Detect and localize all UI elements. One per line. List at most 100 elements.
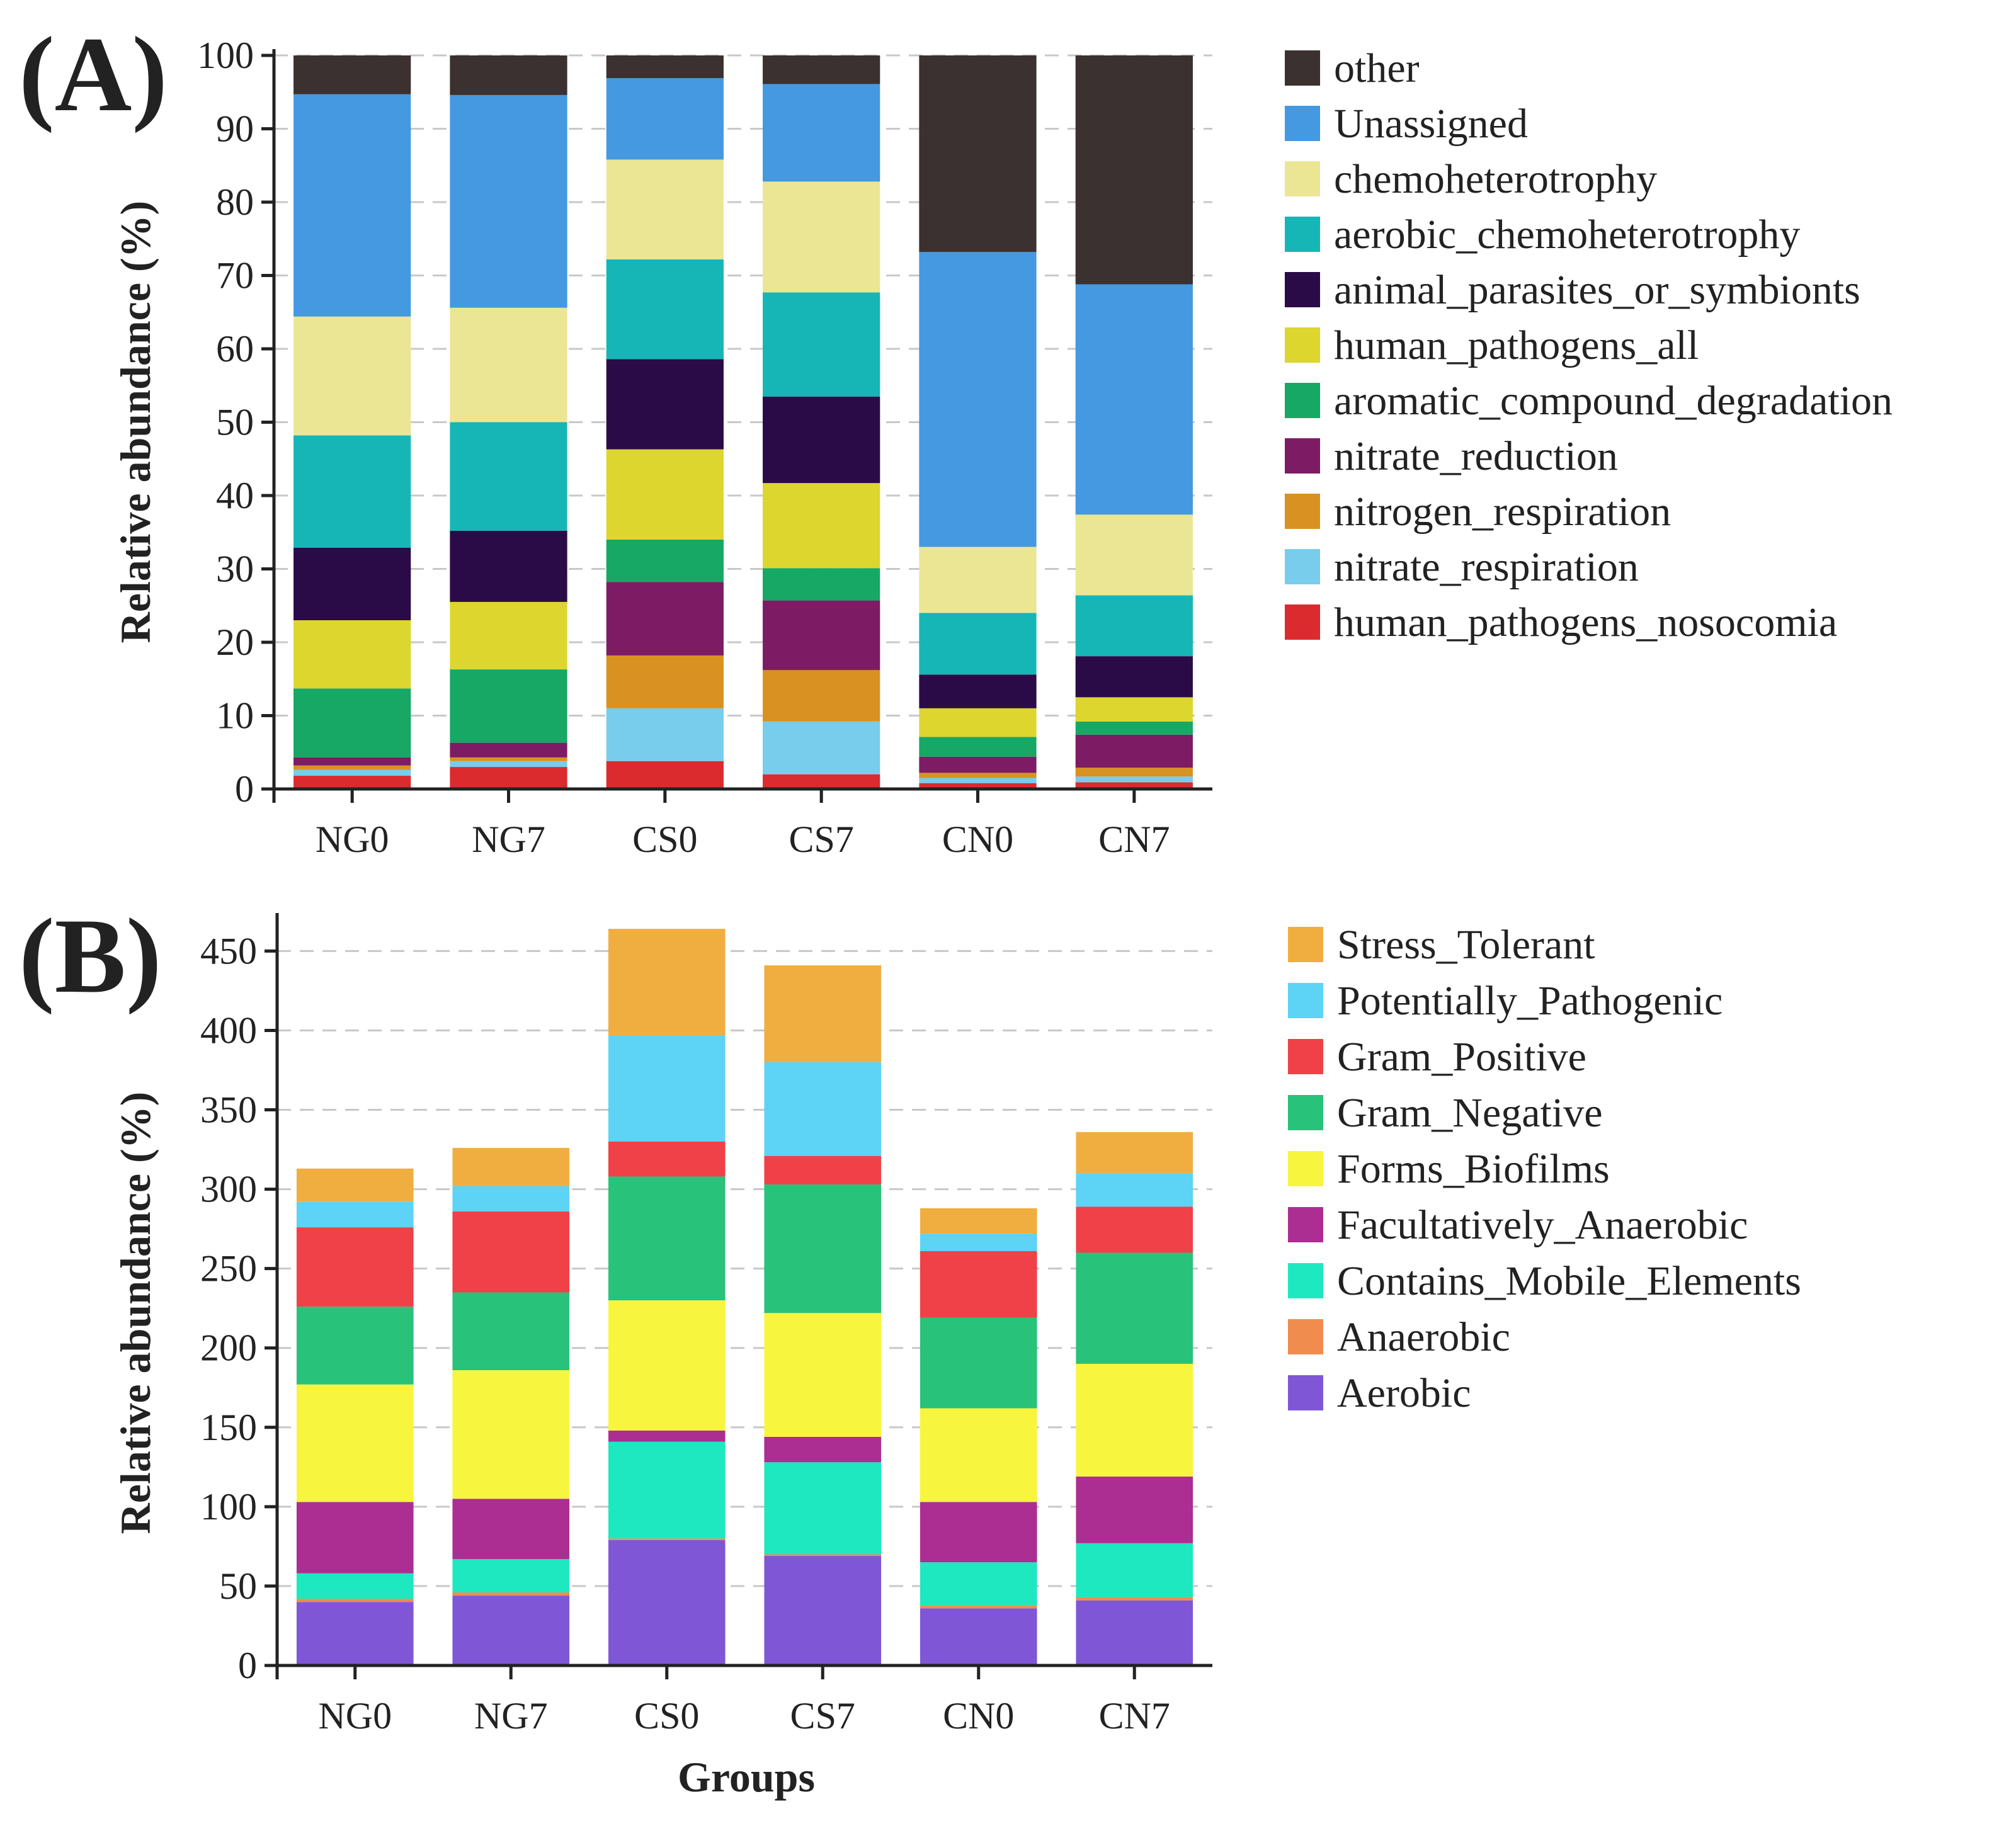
b-bar-segment-gram-negative — [1076, 1252, 1193, 1364]
a-legend-label: animal_parasites_or_symbionts — [1334, 267, 1860, 313]
a-bar-segment-human-pathogens-all — [919, 708, 1037, 737]
b-bar-segment-forms-biofilms — [1076, 1363, 1193, 1477]
a-bar-segment-human-pathogens-nosocomia — [293, 776, 411, 789]
b-bar-segment-gram-negative — [920, 1317, 1037, 1409]
b-legend-swatch — [1288, 1319, 1323, 1354]
panel-a-x-ticks: NG0 NG7 CS0 CS7 CN0 CN7 — [316, 789, 1170, 860]
a-bar-segment-nitrate-respiration — [1075, 776, 1193, 783]
a-bar-segment-human-pathogens-nosocomia — [1075, 782, 1193, 789]
a-bar-segment-chemoheterotrophy — [450, 307, 567, 423]
a-legend-swatch — [1285, 50, 1320, 86]
b-y-tick-label: 300 — [200, 1169, 257, 1210]
b-bar-segment-contains-mobile-elements — [296, 1573, 414, 1599]
a-bar-segment-nitrate-respiration — [919, 778, 1037, 783]
a-legend-item: Unassigned — [1285, 101, 1528, 147]
a-bar-segment-animal-parasites-or-symbionts — [763, 396, 880, 484]
a-y-tick-label: 40 — [216, 475, 254, 516]
b-legend-swatch — [1288, 983, 1323, 1018]
a-legend-swatch — [1285, 327, 1320, 363]
a-bar-segment-nitrate-reduction — [1075, 734, 1193, 768]
a-bar-segment-other — [450, 55, 567, 95]
a-y-tick-label: 30 — [216, 548, 254, 590]
a-bar-segment-nitrate-reduction — [763, 600, 880, 671]
b-y-tick-label: 50 — [219, 1565, 257, 1607]
a-legend-swatch — [1285, 106, 1320, 141]
b-bar-stack-cs0 — [608, 929, 726, 1665]
a-x-tick-label: CN0 — [942, 819, 1013, 860]
b-legend-label: Aerobic — [1337, 1370, 1471, 1416]
b-x-tick-label: CN7 — [1099, 1695, 1170, 1737]
b-legend-swatch — [1288, 1375, 1323, 1410]
a-bar-segment-unassigned — [450, 94, 567, 308]
panel-b-y-axis-title: Relative abundance (%) — [111, 1092, 159, 1535]
a-bar-segment-other — [293, 55, 411, 94]
b-bar-segment-potentially-pathogenic — [1076, 1173, 1193, 1207]
a-bar-stack-ng7 — [450, 55, 567, 789]
a-bar-segment-unassigned — [606, 78, 724, 160]
a-y-tick-label: 10 — [216, 695, 254, 737]
panel-b-legend: Stress_Tolerant Potentially_Pathogenic Gra… — [1288, 922, 1801, 1416]
a-y-tick-label: 50 — [216, 402, 254, 443]
a-bar-segment-aromatic-compound-degradation — [450, 669, 567, 743]
b-x-tick-label: CS7 — [790, 1695, 855, 1737]
a-legend-swatch — [1285, 217, 1320, 252]
b-bar-segment-stress-tolerant — [608, 929, 726, 1036]
a-bar-segment-aromatic-compound-degradation — [763, 568, 880, 601]
b-y-tick-label: 350 — [200, 1089, 257, 1131]
b-x-tick-label: CS0 — [634, 1695, 699, 1737]
a-legend-swatch — [1285, 494, 1320, 529]
b-legend-item: Forms_Biofilms — [1288, 1146, 1610, 1192]
a-bar-segment-chemoheterotrophy — [919, 547, 1037, 613]
b-bar-segment-aerobic — [1076, 1600, 1193, 1665]
panel-a-bars — [293, 55, 1193, 789]
a-bar-stack-ng0 — [293, 55, 411, 789]
a-bar-stack-cn7 — [1075, 55, 1193, 789]
a-bar-segment-aromatic-compound-degradation — [919, 737, 1037, 757]
b-y-tick-label: 400 — [200, 1009, 257, 1051]
b-bar-segment-facultatively-anaerobic — [296, 1502, 414, 1574]
panel-a-axes — [272, 49, 1212, 803]
a-y-tick-label: 0 — [235, 768, 254, 810]
b-bar-stack-cn0 — [920, 1208, 1037, 1665]
panel-b-gridlines — [277, 950, 1212, 1587]
a-legend-label: Unassigned — [1334, 101, 1528, 147]
a-legend-label: aromatic_compound_degradation — [1334, 378, 1893, 424]
a-bar-stack-cs7 — [763, 55, 880, 789]
a-legend-item: nitrate_respiration — [1285, 544, 1639, 590]
a-legend-label: human_pathogens_all — [1334, 322, 1699, 368]
a-bar-segment-human-pathogens-all — [293, 620, 411, 689]
b-bar-stack-ng0 — [296, 1168, 414, 1665]
b-bar-segment-contains-mobile-elements — [608, 1441, 726, 1539]
b-bar-stack-cs7 — [764, 965, 882, 1665]
b-bar-segment-anaerobic — [920, 1605, 1037, 1609]
a-legend-item: nitrate_reduction — [1285, 433, 1618, 479]
b-legend-swatch — [1288, 1263, 1323, 1298]
a-bar-segment-other — [763, 55, 880, 84]
b-legend-label: Forms_Biofilms — [1337, 1146, 1610, 1192]
b-y-tick-label: 250 — [200, 1248, 257, 1290]
b-bar-segment-potentially-pathogenic — [920, 1234, 1037, 1251]
b-bar-segment-anaerobic — [764, 1554, 882, 1557]
a-legend-label: chemoheterotrophy — [1334, 156, 1657, 202]
a-y-tick-label: 60 — [216, 328, 254, 370]
b-bar-segment-gram-positive — [296, 1227, 414, 1307]
a-bar-segment-animal-parasites-or-symbionts — [293, 547, 411, 621]
a-y-tick-label: 70 — [216, 255, 254, 297]
panel-a-chart: (A) Relative abundance (%) 0 10 20 30 40 50 60… — [19, 15, 1893, 860]
panel-a-y-axis-title: Relative abundance (%) — [111, 201, 159, 644]
a-legend-item: aerobic_chemoheterotrophy — [1285, 212, 1800, 258]
b-bar-segment-contains-mobile-elements — [452, 1559, 570, 1593]
a-y-tick-label: 80 — [216, 181, 254, 223]
a-bar-segment-aerobic-chemoheterotrophy — [293, 435, 411, 548]
b-legend-label: Gram_Positive — [1337, 1034, 1586, 1080]
a-bar-segment-human-pathogens-nosocomia — [606, 761, 724, 789]
b-bar-segment-gram-positive — [452, 1211, 570, 1293]
b-bar-segment-facultatively-anaerobic — [1076, 1476, 1193, 1543]
a-bar-segment-nitrate-reduction — [606, 582, 724, 655]
a-bar-segment-human-pathogens-all — [450, 601, 567, 670]
panel-b-bars — [296, 929, 1193, 1665]
panel-b-x-ticks: NG0 NG7 CS0 CS7 CN0 CN7 — [318, 1665, 1170, 1737]
a-legend-item: animal_parasites_or_symbionts — [1285, 267, 1860, 313]
b-bar-segment-facultatively-anaerobic — [764, 1436, 882, 1463]
b-y-tick-label: 200 — [200, 1327, 257, 1369]
